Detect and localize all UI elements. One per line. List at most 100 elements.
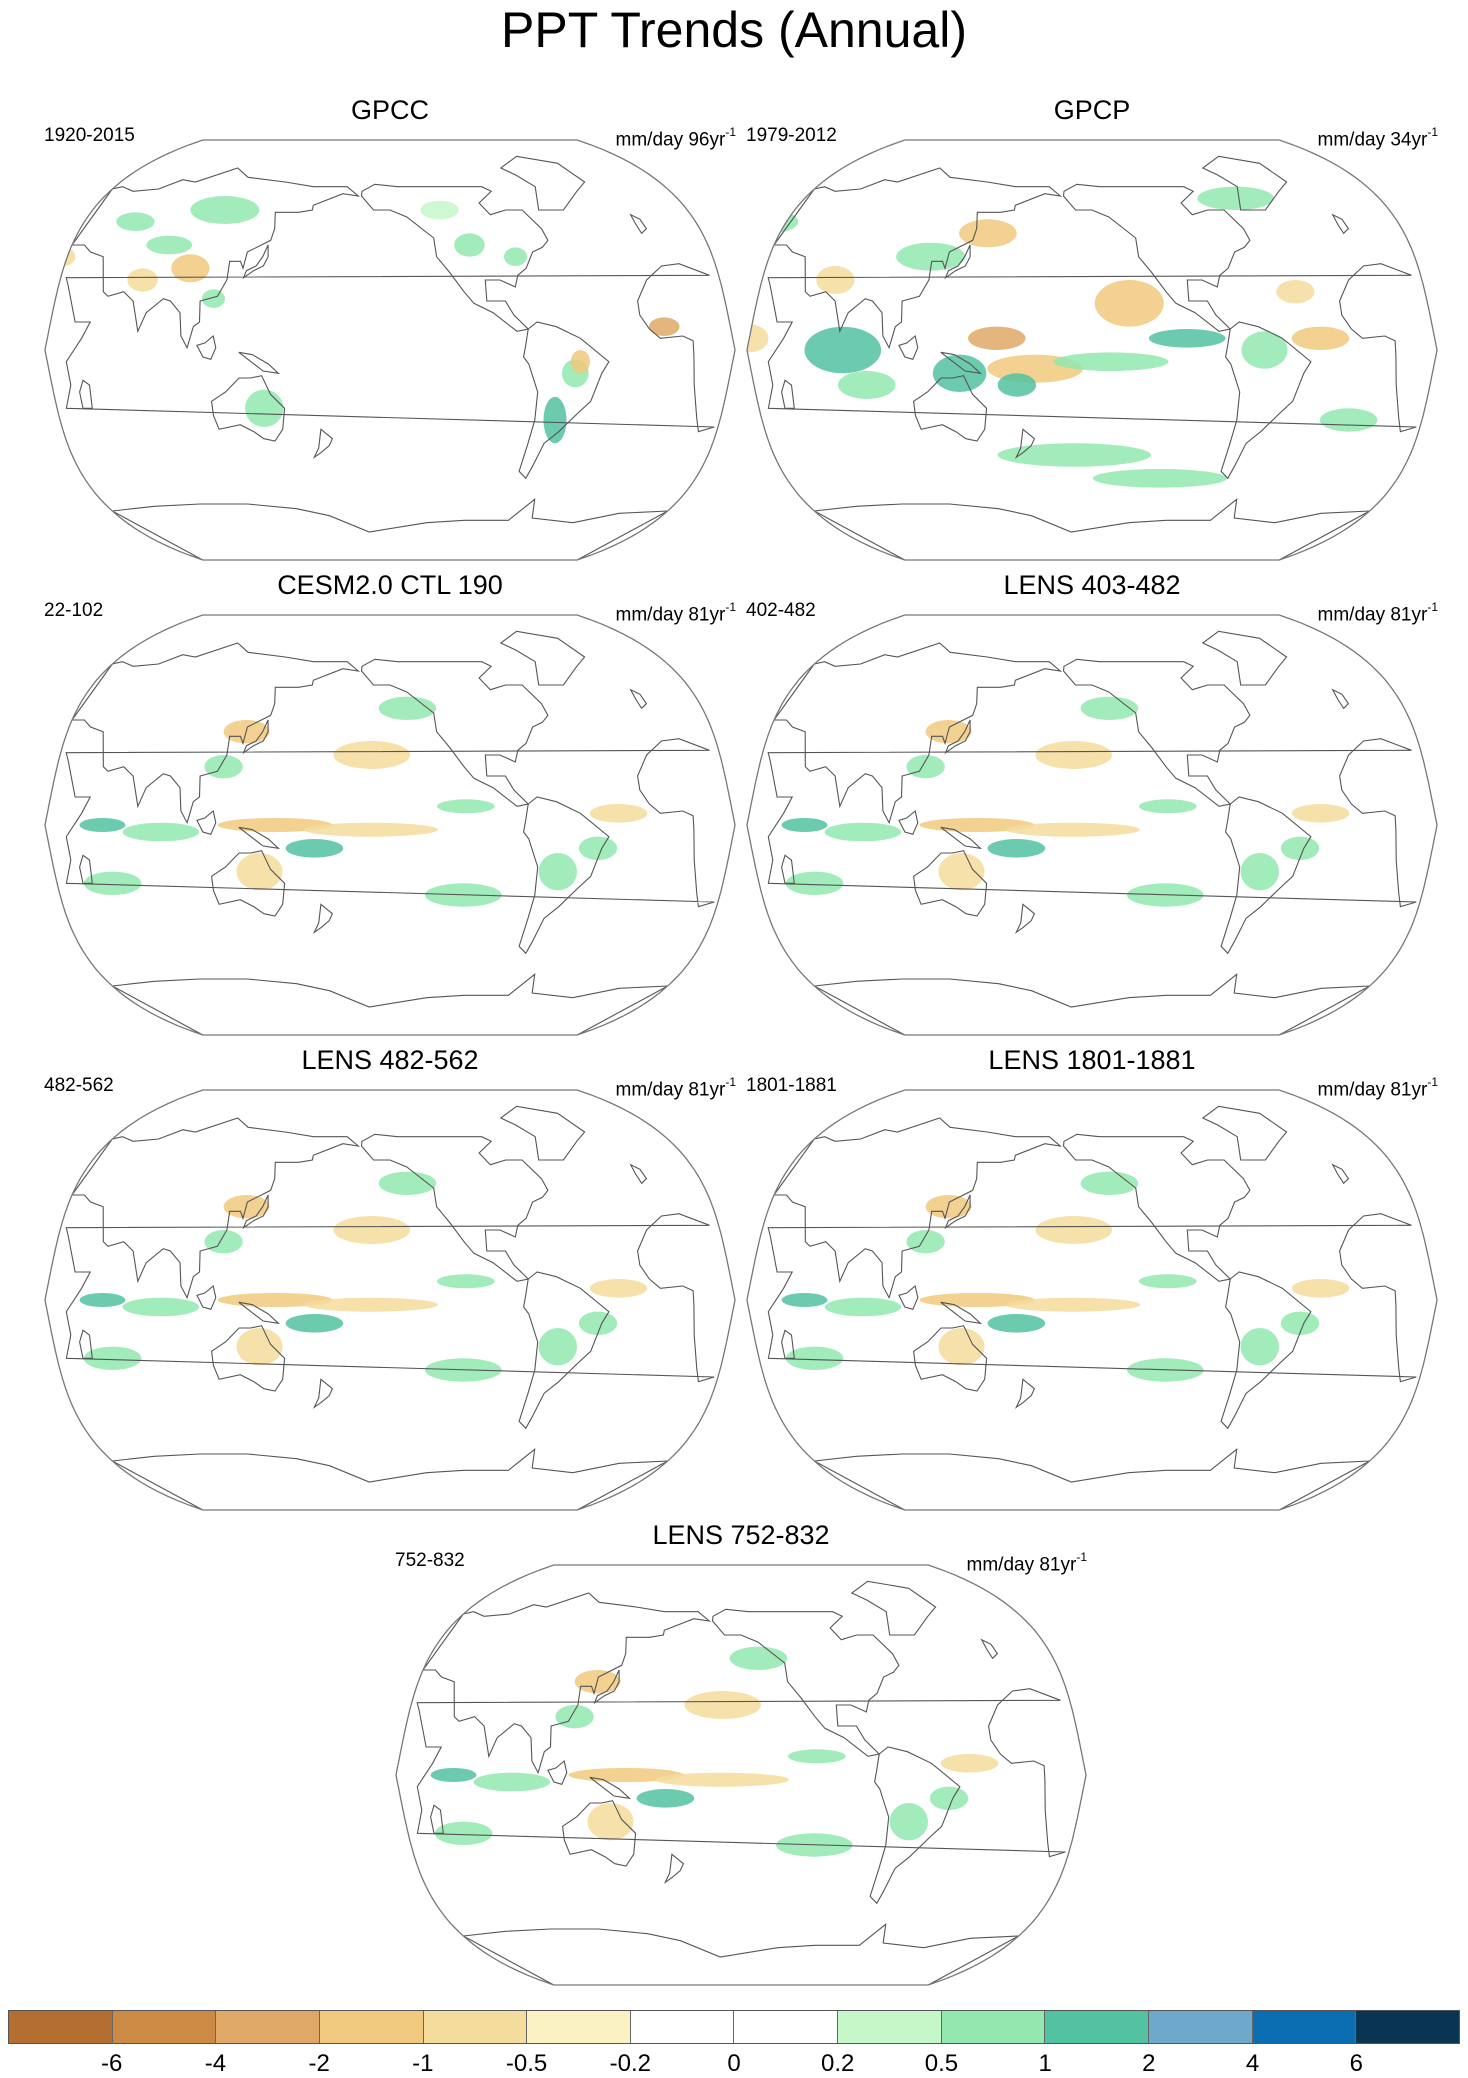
trend-contour	[906, 1230, 945, 1254]
trend-contour	[1139, 1274, 1197, 1289]
trend-contour	[473, 1772, 551, 1792]
coastline	[781, 854, 795, 884]
colorbar-tick-label: 2	[1142, 2050, 1156, 2077]
colorbar	[8, 2010, 1460, 2044]
coastline	[196, 334, 217, 360]
coastline	[913, 850, 988, 917]
panel-title: LENS 752-832	[652, 1520, 830, 1550]
colorbar-tick-label: 4	[1245, 2050, 1260, 2077]
panel-units: mm/day 81yr-1	[1317, 1075, 1438, 1101]
coastline	[629, 688, 648, 710]
colorbar-swatch	[630, 2011, 735, 2043]
trend-contour	[804, 326, 882, 374]
colorbar-swatch	[9, 2011, 113, 2043]
trend-contour	[824, 1297, 902, 1317]
map-border	[746, 1089, 1438, 1511]
trend-contour	[1035, 1216, 1112, 1244]
colorbar-swatch	[1149, 2011, 1253, 2043]
map-background	[45, 140, 735, 560]
trend-contour	[83, 1346, 142, 1370]
trend-contour	[1280, 836, 1320, 860]
map-border	[746, 614, 1438, 1036]
coastline	[1220, 321, 1312, 480]
coastline	[663, 1853, 685, 1884]
colorbar-swatch	[838, 2011, 942, 2043]
coastline	[980, 1638, 999, 1660]
trend-contour	[997, 373, 1037, 397]
colorbar-tick-label: 6	[1349, 2050, 1363, 2077]
trend-contour	[1291, 1279, 1350, 1298]
panel-period: 1920-2015	[44, 125, 135, 146]
coastline	[110, 1448, 668, 1510]
trend-contour	[938, 1328, 985, 1366]
trend-contour	[543, 396, 567, 444]
trend-contour	[236, 1328, 283, 1366]
coastline	[499, 155, 586, 211]
panel-period: 402-482	[746, 600, 816, 621]
trend-contour	[896, 242, 966, 271]
trend-contour	[190, 196, 260, 224]
coastline	[110, 498, 668, 560]
coastline	[242, 244, 269, 280]
trend-contour	[570, 350, 591, 374]
colorbar-tick-label: -6	[101, 2050, 123, 2077]
coastline	[1014, 428, 1036, 459]
trend-field	[45, 155, 715, 560]
trend-contour	[781, 1293, 828, 1307]
trend-contour	[987, 1314, 1046, 1333]
trend-contour	[1005, 822, 1140, 837]
trend-contour	[555, 1705, 594, 1729]
trend-contour	[1148, 329, 1226, 348]
coastline	[1331, 213, 1350, 235]
trend-contour	[437, 1274, 495, 1289]
trend-contour	[837, 371, 896, 399]
trend-contour	[538, 1328, 577, 1366]
trend-contour	[454, 233, 485, 257]
coastline	[944, 1194, 971, 1230]
coastline	[1062, 183, 1251, 332]
trend-contour	[285, 1314, 344, 1333]
coastline	[812, 973, 1370, 1035]
coastline	[562, 1800, 637, 1867]
coastline	[913, 1325, 988, 1392]
coastline	[1201, 630, 1288, 686]
trend-contour	[122, 822, 200, 842]
trend-contour	[932, 354, 987, 392]
coastline	[1062, 1133, 1251, 1282]
trend-contour	[127, 268, 158, 292]
colorbar-swatch	[216, 2011, 320, 2043]
coastline	[70, 167, 361, 350]
trend-contour	[285, 839, 344, 858]
trend-contour	[587, 1803, 634, 1841]
trend-contour	[83, 871, 142, 895]
coastline	[1014, 903, 1036, 934]
coastline	[242, 1194, 269, 1230]
coastline	[1331, 1163, 1350, 1185]
panel-units: mm/day 81yr-1	[615, 600, 736, 626]
trend-contour	[1053, 352, 1169, 371]
map-plot	[746, 139, 1438, 561]
trend-contour	[938, 853, 985, 891]
trend-contour	[589, 1279, 648, 1298]
colorbar-tick-label: -2	[308, 2050, 330, 2077]
map-border	[44, 1089, 736, 1511]
trend-contour	[1005, 1297, 1140, 1312]
coastline	[499, 1105, 586, 1161]
map-plot	[44, 614, 736, 1036]
trend-contour	[1280, 1311, 1320, 1335]
coastline	[416, 1688, 1066, 1858]
colorbar-tick-label: -1	[412, 2050, 434, 2077]
trend-contour	[171, 254, 210, 283]
coastline	[1331, 688, 1350, 710]
coastline	[1220, 1271, 1312, 1430]
trend-contour	[1319, 408, 1378, 432]
coastline	[238, 351, 281, 375]
trend-contour	[747, 210, 799, 234]
coastline	[767, 263, 1417, 433]
trend-contour	[747, 1267, 748, 1286]
trend-contour	[785, 871, 844, 895]
trend-contour	[434, 1821, 493, 1845]
coastline	[360, 183, 549, 332]
coastline	[238, 826, 281, 850]
trend-contour	[378, 1171, 437, 1195]
